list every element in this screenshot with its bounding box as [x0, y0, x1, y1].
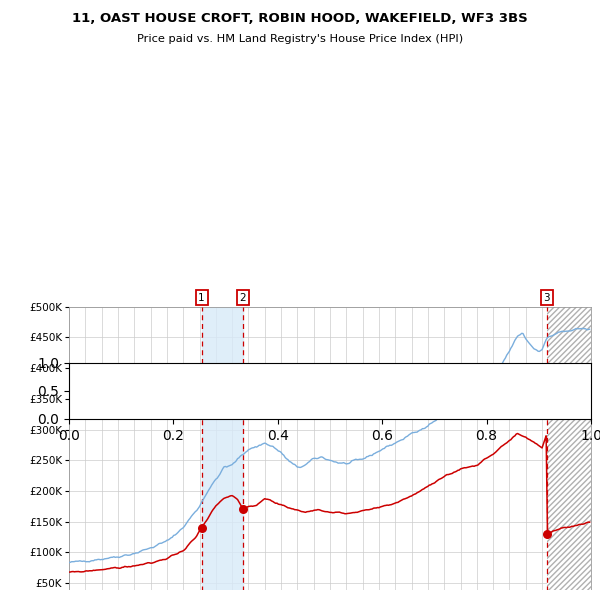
- Bar: [202, 307, 243, 590]
- Text: Price paid vs. HM Land Registry's House Price Index (HPI): Price paid vs. HM Land Registry's House …: [137, 34, 463, 44]
- Text: 11, OAST HOUSE CROFT, ROBIN HOOD, WAKEFIELD, WF3 3BS: 11, OAST HOUSE CROFT, ROBIN HOOD, WAKEFI…: [72, 12, 528, 25]
- Text: 2: 2: [240, 293, 247, 303]
- Text: 3: 3: [544, 293, 550, 303]
- Text: 1: 1: [199, 293, 205, 303]
